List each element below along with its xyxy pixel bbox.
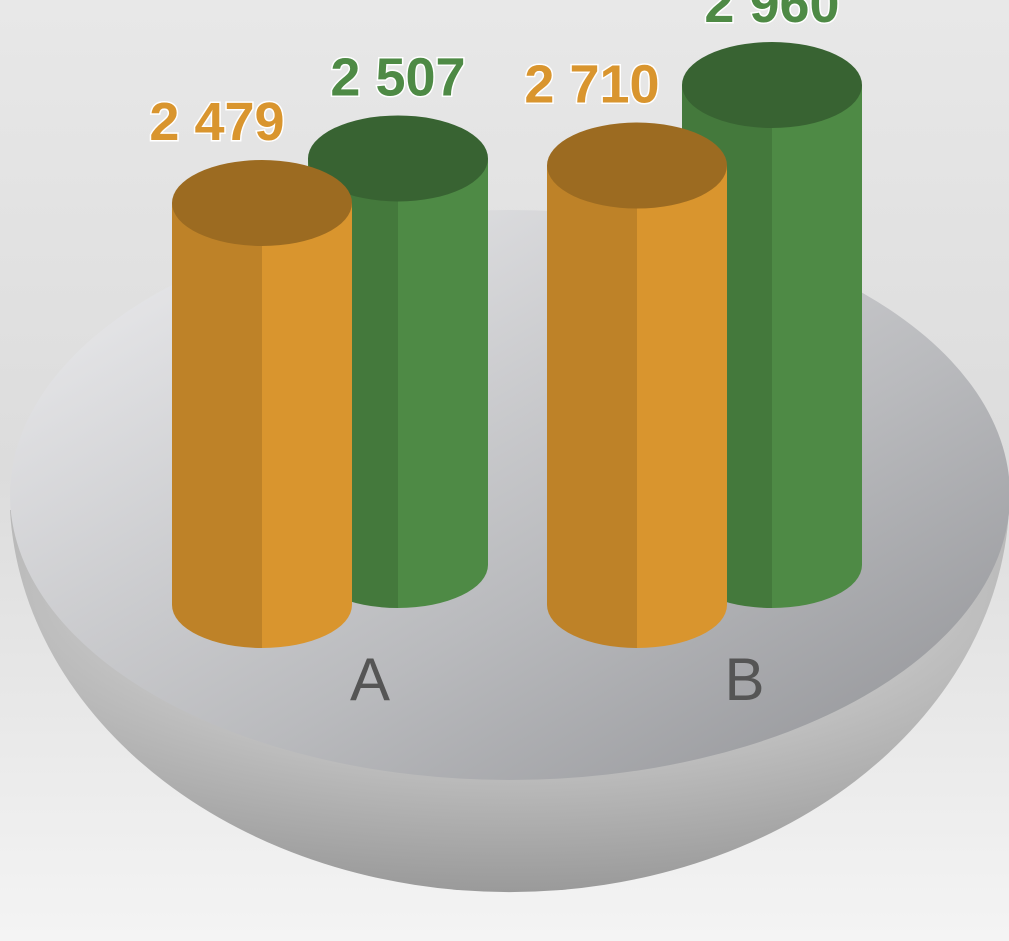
bar-top — [172, 160, 352, 246]
x-tick-label: A — [350, 646, 390, 713]
value-label: 2 710 — [524, 55, 659, 115]
value-label: 2 479 — [149, 92, 284, 152]
bar-top — [682, 42, 862, 128]
bar-top — [308, 115, 488, 202]
plot: 2 507 2 479 2 960 2 710 A B — [148, 0, 862, 713]
bar — [308, 158, 488, 608]
bar-shade — [547, 165, 637, 649]
bar — [547, 165, 727, 649]
value-label: 2 507 — [330, 47, 465, 107]
bar-shade — [172, 203, 262, 648]
bar — [172, 203, 352, 648]
value-label: 2 960 — [704, 0, 839, 34]
x-tick-label: B — [724, 646, 764, 713]
bar-top — [547, 122, 727, 209]
